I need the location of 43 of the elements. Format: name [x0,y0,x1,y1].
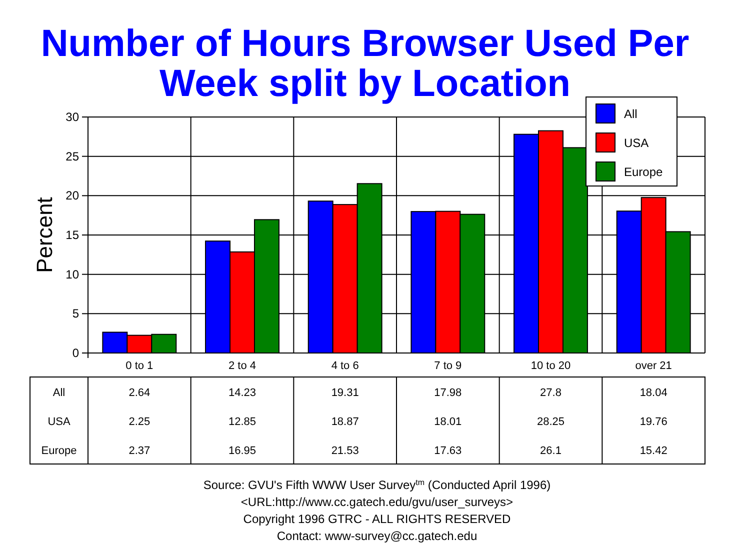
x-tick-label: 0 to 1 [126,360,154,372]
data-label: 16.95 [228,445,256,457]
text: USA [48,416,70,428]
data-label: 15.42 [640,445,668,457]
data-label: 17.98 [434,387,462,399]
text: Copyright 1996 GTRC - ALL RIGHTS RESERVED [243,512,512,526]
source-note: Source: GVU's Fifth WWW User Survey$^{tm}$ (Conducted April 1996) [203,478,551,492]
x-tick-label: 4 to 6 [331,360,359,372]
y-tick-label: 0 [72,346,80,360]
y-tick-label: 10 [66,267,80,282]
data-label: 26.1 [540,445,562,457]
data-label: 28.25 [536,416,565,428]
x-tick-label: 2 to 4 [228,360,256,372]
data-label: 18.87 [331,416,359,428]
data-label: 18.04 [640,387,668,399]
data-label: 14.23 [228,387,256,399]
x-tick-label: 7 to 9 [434,360,462,372]
data-label: 19.31 [331,387,359,399]
legend-label: USA [624,136,649,150]
data-label: 21.53 [331,445,359,457]
y-tick-label: 15 [66,228,80,242]
data-label: 18.01 [434,416,462,428]
data-label: 19.76 [640,416,668,428]
legend-label: All [624,107,638,121]
text: Contact: www-survey@cc.gatech.edu [276,529,478,543]
text: <URL:http://www.cc.gatech.edu/gvu/user_surveys> [240,495,514,509]
y-tick-label: 25 [66,149,80,164]
data-label: 2.25 [128,416,150,428]
data-label: 17.63 [434,445,462,457]
data-label: 27.8 [540,387,562,399]
legend-label: Europe [624,165,664,179]
text: All [52,387,66,399]
y-axis-title: Percent [32,197,57,273]
y-tick-label: 30 [66,110,80,124]
text: Europe [41,445,77,457]
data-label: 2.64 [128,387,150,399]
chart-title: Number of Hours Browser Used Per Week split by Location [40,23,690,105]
data-label: 12.85 [228,416,256,428]
x-tick-label: over 21 [635,360,672,372]
x-tick-label: 10 to 20 [530,360,571,372]
data-label: 2.37 [128,445,150,457]
y-tick-label: 20 [66,188,80,203]
y-tick-label: 5 [72,306,80,321]
